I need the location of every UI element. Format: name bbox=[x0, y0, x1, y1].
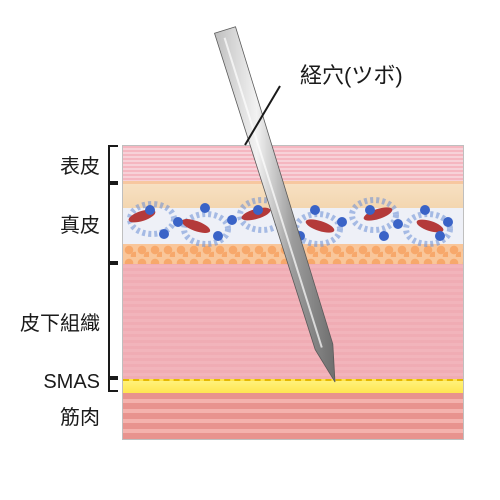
skin-layers-diagram: 経穴(ツボ) 表皮真皮皮下組織 SMAS 筋肉 bbox=[0, 0, 500, 500]
acupoint-title: 経穴(ツボ) bbox=[300, 58, 403, 90]
layer-subcutis bbox=[123, 264, 463, 379]
layer-dermis bbox=[123, 184, 463, 264]
label-smas: SMAS bbox=[43, 371, 100, 394]
label-muscle: 筋肉 bbox=[60, 401, 100, 430]
layer-epidermis bbox=[123, 146, 463, 184]
layer-muscle bbox=[123, 393, 463, 439]
label-subcutis: 皮下組織 bbox=[20, 307, 100, 336]
skin-cross-section bbox=[122, 145, 464, 440]
label-dermis: 真皮 bbox=[60, 209, 100, 238]
bracket-dermis bbox=[108, 183, 110, 263]
bracket-epidermis bbox=[108, 145, 110, 183]
label-epidermis: 表皮 bbox=[60, 150, 100, 179]
bracket-subcutis bbox=[108, 263, 110, 378]
bracket-smas bbox=[108, 378, 110, 392]
